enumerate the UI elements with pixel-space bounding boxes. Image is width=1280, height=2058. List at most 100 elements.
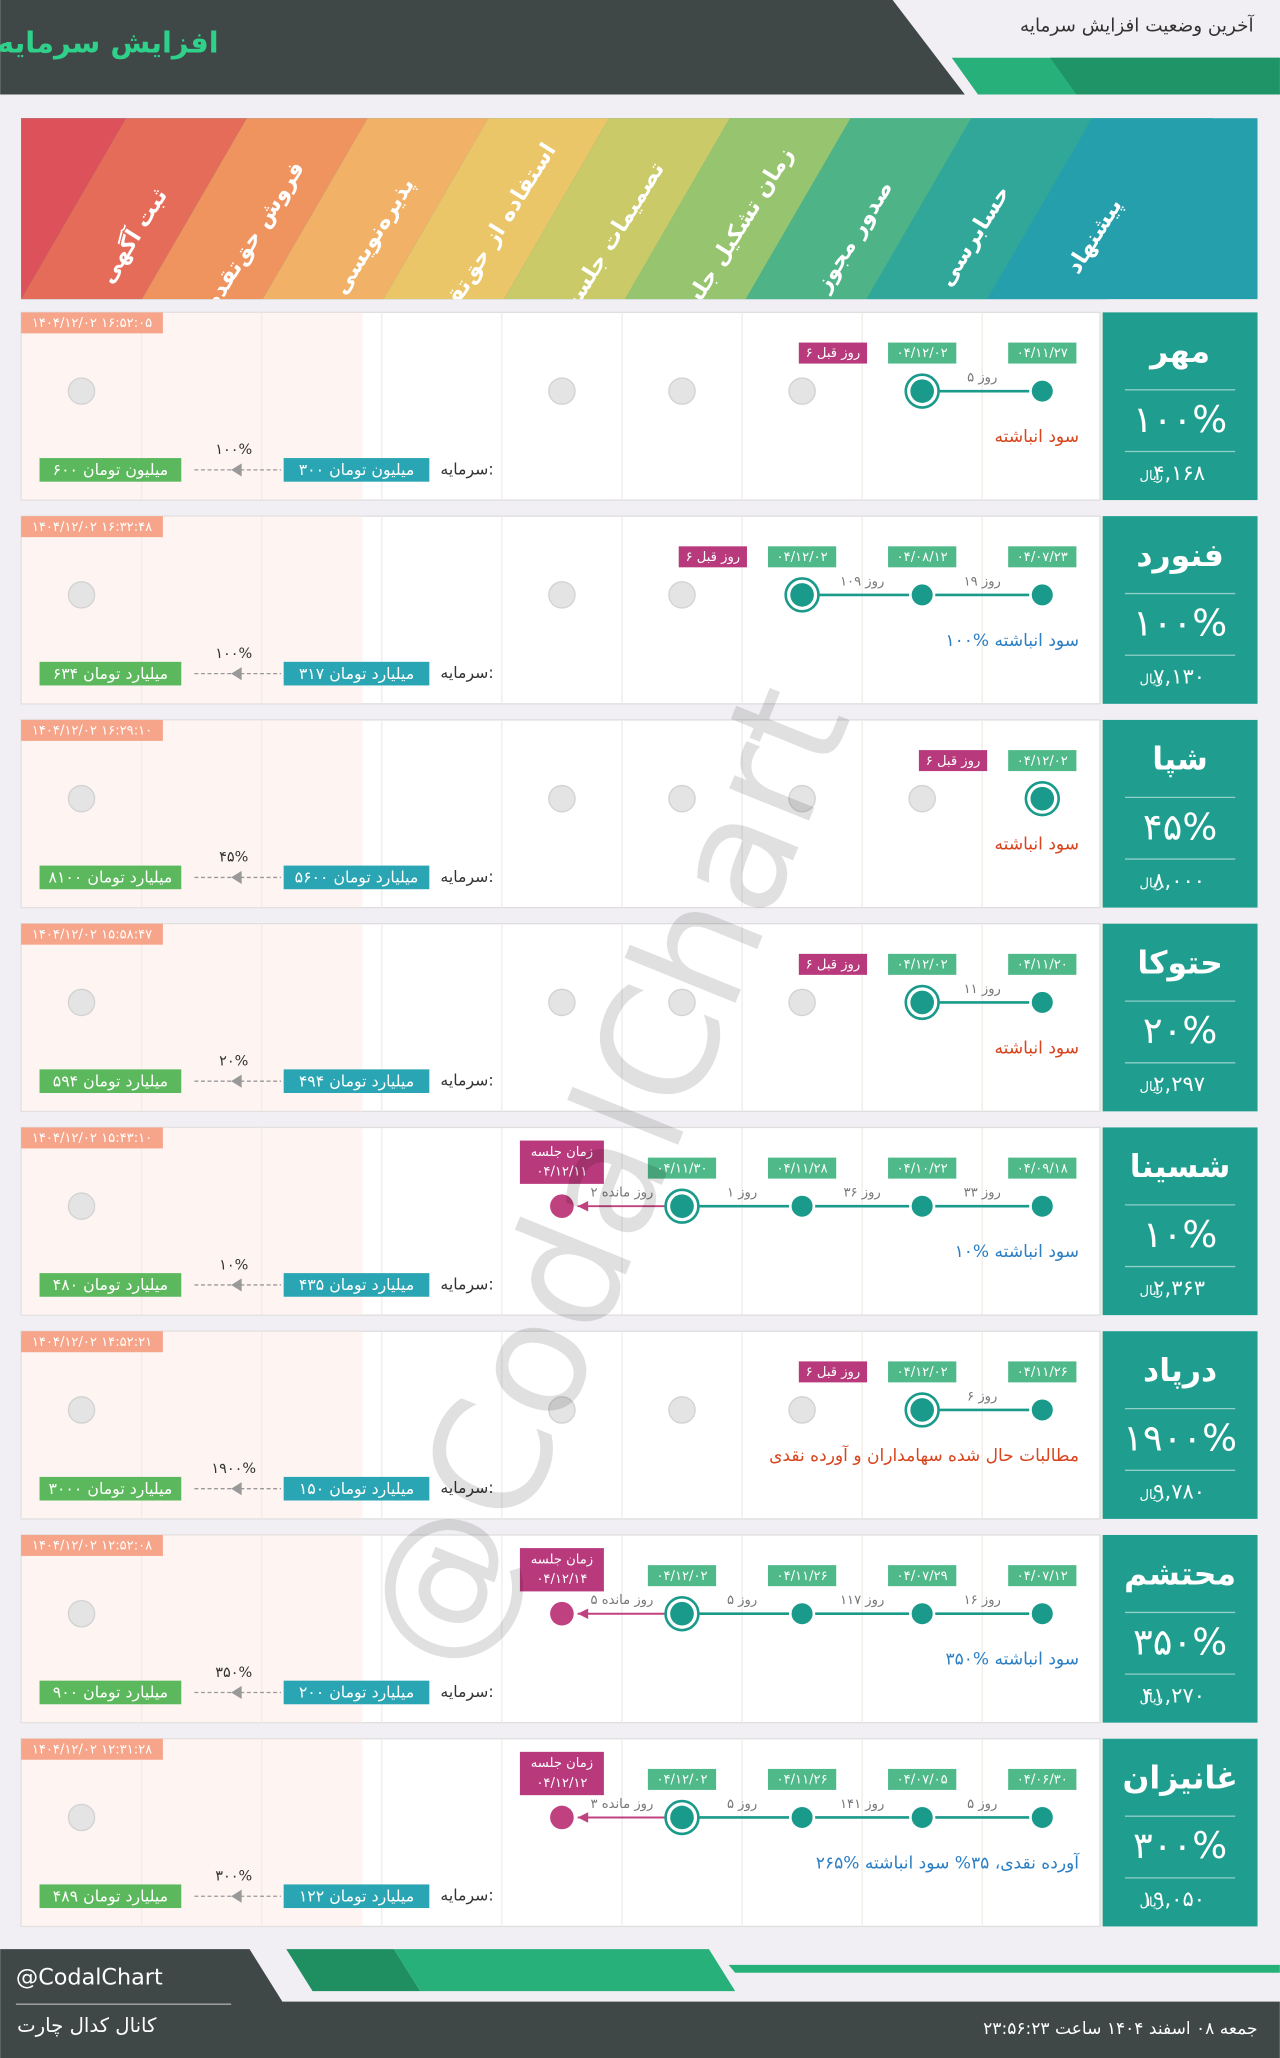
step-date: ۰۴/۱۲/۰۲ [897,1365,948,1380]
increase-percent: ۱۰۰% [1133,602,1227,645]
summary-panel [1102,312,1258,501]
stage-empty [668,988,696,1017]
footer-band [0,1949,1280,2058]
top-stripe [1050,57,1280,95]
gap-days: ۵ روز [967,371,997,386]
capital-increase: ۱۹۰۰% [211,1461,256,1477]
top-band [0,0,965,95]
capital-increase: ۳۵۰% [215,1665,252,1681]
capital-to-box [39,661,182,686]
capital-to-box [39,1069,182,1093]
stage-done [909,581,936,609]
meeting-date: ۰۴/۱۲/۱۴ [536,1572,587,1587]
company-name: درپاد [1143,1353,1217,1389]
step-date: ۰۴/۱۱/۳۰ [656,1161,707,1176]
footer-stripe [393,1949,736,1992]
capital-arrowhead [231,1685,242,1700]
company-name: شپا [1152,742,1208,778]
currency: ریال [1139,673,1163,688]
increase-percent: ۱۰۰% [1133,398,1227,441]
capital-arrowhead [231,463,242,477]
stage-empty [548,988,576,1017]
stage-done [1029,378,1056,405]
status-tag [798,342,868,364]
status: ۶ روز قبل [806,346,861,361]
date-tag [767,1565,837,1587]
gap-days: ۵ روز مانده [591,1593,654,1608]
stage-current [910,1398,934,1422]
stage-empty [548,377,576,405]
date-tag [888,342,957,364]
step-date: ۰۴/۱۲/۰۲ [656,1773,707,1788]
summary-panel [1102,1738,1258,1927]
stage-empty [668,377,696,405]
gap-days: ۳۳ روز [964,1186,1001,1201]
capital-to-box [39,458,182,482]
date-tag [1008,546,1077,568]
stage-band [866,118,1093,300]
timestamp: ۱۴۰۴/۱۲/۰۲ ۱۲:۳۱:۲۸ [32,1742,152,1757]
timestamp-tag [21,312,163,334]
company-name: محتشم [1124,1557,1236,1593]
gap-days: ۵ روز [727,1797,757,1812]
note: ۲۶۵% آورده نقدی، ۳۵% سود انباشته [816,1851,1081,1873]
company-name: فنورد [1136,538,1224,574]
capital-from-box [283,1069,430,1093]
gap-days: ۵ روز [727,1593,757,1608]
stage-empty [668,581,696,609]
stage-done [788,1193,816,1220]
date-tag [888,546,957,568]
meeting-label: زمان جلسه [531,1145,593,1160]
date-tag [1008,1361,1077,1383]
stage-band [624,118,851,300]
capital-label: سرمایه: [440,867,493,887]
step-date: ۰۴/۱۱/۲۶ [777,1569,828,1584]
step-date: ۰۴/۰۹/۱۸ [1017,1161,1068,1176]
capital-to: ۴۸۹ میلیارد تومان [53,1886,168,1906]
capital-from: ۴۳۵ میلیارد تومان [299,1275,414,1295]
footer-stripe [286,1949,421,1992]
price: ۹,۷۸۰ [1153,1480,1205,1504]
price: ۸,۰۰۰ [1153,868,1205,892]
summary-panel [1102,923,1258,1112]
note: ۱۰۰% سود انباشته [945,631,1079,651]
capital-to-box [39,865,182,890]
increase-percent: ۳۰۰% [1133,1824,1227,1867]
upcoming-arrow [577,1608,589,1619]
stage-empty [668,1396,696,1424]
note: سود انباشته [995,1038,1079,1058]
gap-days: ۱۶ روز [964,1593,1001,1608]
capital-increase: ۴۵% [219,850,248,866]
step-date: ۰۴/۰۸/۱۲ [897,550,948,565]
date-tag [767,546,837,568]
capital-to-box [39,1476,182,1501]
stage-header: ثبت آگهی فروش حق‌تقدم پذیره‌نویسی استفاده ا… [21,118,1258,300]
status-tag [678,546,747,568]
stage-empty [788,784,816,813]
stage-done [788,1804,816,1831]
currency: ریال [1139,469,1163,484]
currency: ریال [1139,1692,1163,1707]
capital-from: ۳۰۰ میلیون تومان [299,460,415,480]
stage-done [909,1804,936,1831]
capital-label: سرمایه: [440,1682,493,1702]
stage-empty [67,784,96,813]
summary-panel [1102,719,1258,908]
stage-done [909,1193,936,1220]
gap-days: ۱۹ روز [964,574,1001,589]
capital-to: ۶۳۴ میلیارد تومان [53,664,168,684]
stage-current [910,990,934,1015]
gap-days: ۱۱۷ روز [840,1593,884,1608]
footer-handle: @CodalChart [16,1964,163,1990]
stage-empty [668,784,696,813]
company-name: حتوکا [1137,945,1222,981]
stage-band [987,118,1213,300]
capital-to: ۶۰۰ میلیون تومان [53,460,169,480]
date-tag [1008,953,1077,975]
capital-label: سرمایه: [440,1071,493,1091]
step-date: ۰۴/۱۱/۲۷ [1017,346,1068,361]
stage-empty [788,1396,816,1424]
